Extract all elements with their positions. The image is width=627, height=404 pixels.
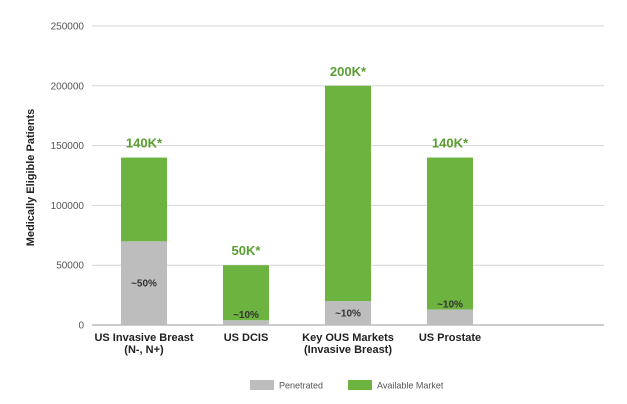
bar-segment-available	[223, 265, 269, 321]
category-labels: US Invasive Breast(N-, N+) US DCIS Key OUS…	[94, 332, 481, 356]
bar-segment-available	[121, 157, 167, 242]
legend-swatch-penetrated	[250, 380, 274, 390]
category-label: US DCIS	[224, 332, 269, 344]
bar-segment-penetrated	[325, 301, 371, 325]
category-label: Key OUS Markets	[302, 332, 394, 344]
legend: Penetrated Available Market	[250, 380, 444, 391]
bars: ~50% 140K* ~10% 50K* ~10% 200K* ~10% 140K*	[121, 64, 473, 325]
penetration-label: ~10%	[335, 309, 361, 320]
bar-segment-available	[325, 85, 371, 302]
legend-label-penetrated: Penetrated	[279, 381, 323, 391]
legend-swatch-available	[348, 380, 372, 390]
bar-total-label: 200K*	[330, 64, 367, 79]
bar-segment-penetrated	[427, 309, 473, 325]
penetration-label: ~10%	[233, 310, 259, 321]
category-label: (N-, N+)	[124, 344, 164, 356]
y-tick-label: 200000	[51, 81, 85, 92]
bar-segment-penetrated	[223, 320, 269, 325]
y-tick-label: 100000	[51, 201, 85, 212]
bar-total-label: 140K*	[126, 136, 163, 151]
bar-total-label: 140K*	[432, 136, 469, 151]
y-tick-label: 50000	[56, 261, 84, 272]
category-label: US Prostate	[419, 332, 481, 344]
y-axis-ticks: 0 50000 100000 150000 200000 250000	[51, 22, 85, 332]
bar-segment-penetrated	[121, 241, 167, 325]
category-label: (Invasive Breast)	[304, 344, 392, 356]
bar-total-label: 50K*	[232, 243, 262, 258]
category-label: US Invasive Breast	[94, 332, 193, 344]
y-axis-label: Medically Eligible Patients	[25, 109, 37, 247]
penetration-label: ~10%	[437, 299, 463, 310]
bar-segment-available	[427, 157, 473, 310]
y-tick-label: 150000	[51, 141, 85, 152]
y-tick-label: 0	[78, 321, 84, 332]
y-tick-label: 250000	[51, 22, 85, 33]
penetration-label: ~50%	[131, 279, 157, 290]
legend-label-available: Available Market	[377, 381, 444, 391]
